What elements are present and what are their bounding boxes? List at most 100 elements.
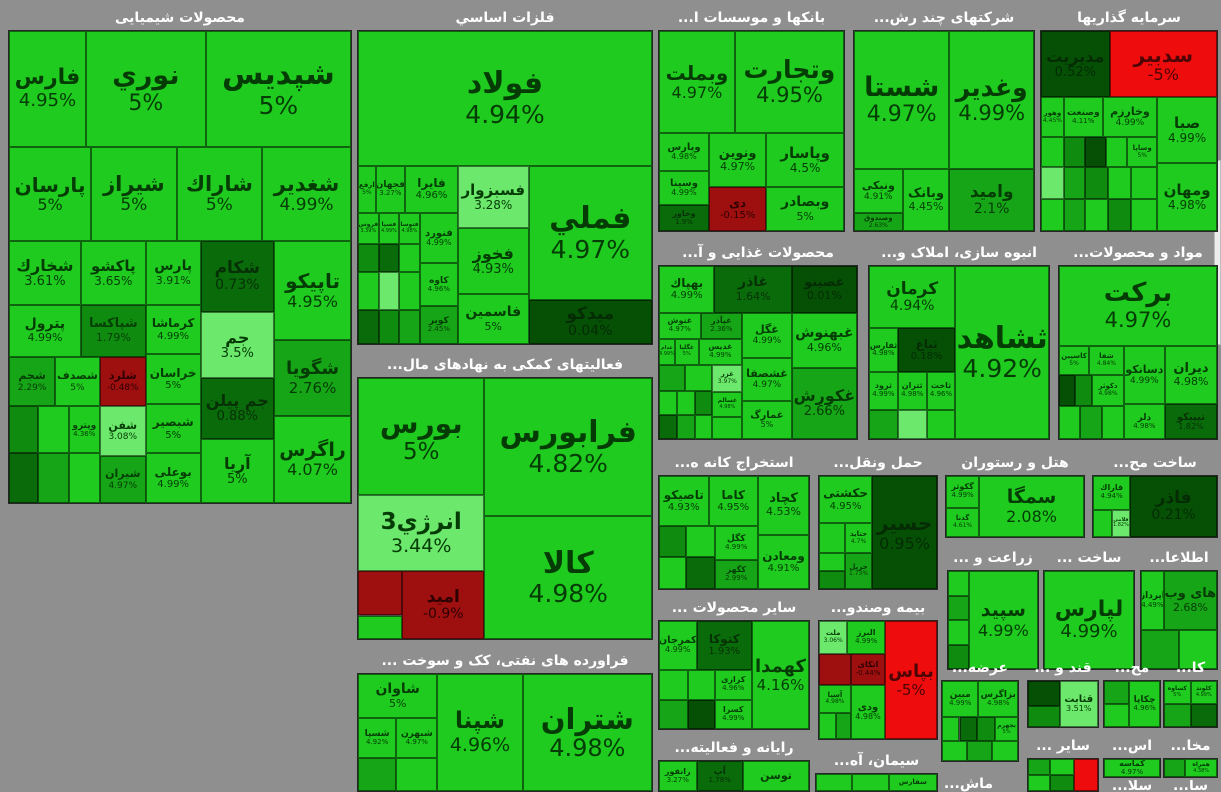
stock-tile[interactable] bbox=[835, 713, 851, 739]
stock-tile-کالا[interactable]: کالا 4.98% bbox=[484, 516, 652, 639]
stock-tile-غمارگ[interactable]: غمارگ 5% bbox=[742, 400, 792, 439]
stock-tile-پارسان[interactable]: پارسان 5% bbox=[9, 146, 92, 242]
stock-tile-انرژي3[interactable]: انرژي3 3.44% bbox=[358, 495, 485, 572]
stock-tile-فسبزوار[interactable]: فسبزوار 3.28% bbox=[457, 165, 529, 229]
stock-tile-کگهر[interactable]: کگهر 2.99% bbox=[714, 559, 758, 589]
stock-tile[interactable] bbox=[1190, 704, 1217, 727]
stock-tile-امید[interactable]: امید -0.9% bbox=[402, 571, 485, 639]
stock-tile-شستا[interactable]: شستا 4.97% bbox=[854, 31, 950, 169]
stock-tile[interactable] bbox=[358, 272, 379, 310]
stock-tile[interactable] bbox=[1063, 137, 1085, 167]
stock-tile-وبانک[interactable]: وبانک 4.45% bbox=[902, 169, 950, 231]
stock-tile-اتکای[interactable]: اتکای -0.44% bbox=[850, 654, 886, 685]
stock-tile[interactable] bbox=[686, 557, 715, 589]
stock-tile-وبصادر[interactable]: وبصادر 5% bbox=[766, 187, 844, 231]
stock-tile-فرابورس[interactable]: فرابورس 4.82% bbox=[484, 378, 652, 517]
stock-tile[interactable] bbox=[1107, 167, 1131, 199]
stock-tile[interactable] bbox=[358, 615, 403, 639]
stock-tile-کرازی[interactable]: کرازی 4.96% bbox=[714, 669, 752, 700]
stock-tile-تاپیکو[interactable]: تاپیکو 4.95% bbox=[274, 241, 351, 341]
stock-tile-برکت[interactable]: برکت 4.97% bbox=[1059, 266, 1217, 346]
stock-tile-بوعلی[interactable]: بوعلی 4.99% bbox=[145, 453, 201, 503]
stock-tile-پترول[interactable]: پترول 4.99% bbox=[9, 304, 81, 357]
stock-tile-شپنا[interactable]: شپنا 4.96% bbox=[437, 674, 523, 791]
stock-tile-وغدیر[interactable]: وغدیر 4.99% bbox=[949, 31, 1034, 169]
stock-tile-ثشاهد[interactable]: ثشاهد 4.92% bbox=[955, 266, 1049, 439]
stock-tile-فخوز[interactable]: فخوز 4.93% bbox=[457, 228, 529, 294]
stock-tile-ثباغ[interactable]: ثباغ 0.18% bbox=[897, 328, 956, 372]
stock-tile-ثاخت[interactable]: ثاخت 4.96% bbox=[926, 371, 956, 410]
stock-tile[interactable] bbox=[1074, 374, 1093, 407]
stock-tile[interactable] bbox=[676, 414, 695, 439]
stock-tile-ومعادن[interactable]: ومعادن 4.91% bbox=[758, 534, 809, 589]
stock-tile[interactable] bbox=[9, 453, 39, 503]
stock-tile[interactable] bbox=[897, 409, 927, 439]
stock-tile[interactable] bbox=[68, 453, 100, 503]
stock-tile[interactable] bbox=[819, 552, 845, 571]
stock-tile-کلوند[interactable]: کلوند 4.99% bbox=[1190, 681, 1217, 704]
stock-tile[interactable] bbox=[819, 523, 845, 553]
stock-tile[interactable] bbox=[676, 390, 695, 415]
stock-tile[interactable] bbox=[1028, 759, 1051, 775]
stock-tile-اپرداز[interactable]: اپرداز 4.49% bbox=[1141, 571, 1164, 630]
stock-tile-سدبیر[interactable]: سدبیر -5% bbox=[1109, 31, 1217, 97]
stock-tile-وبملت[interactable]: وبملت 4.97% bbox=[659, 31, 735, 133]
stock-tile[interactable] bbox=[948, 644, 969, 669]
stock-tile[interactable] bbox=[1104, 681, 1130, 704]
stock-tile[interactable] bbox=[1085, 199, 1108, 231]
stock-tile-فروس[interactable]: فروس 3.39% bbox=[358, 212, 379, 244]
stock-tile-شجم[interactable]: شجم 2.29% bbox=[9, 356, 56, 407]
stock-tile[interactable] bbox=[948, 571, 969, 596]
stock-tile-شاراك[interactable]: شاراك 5% bbox=[176, 146, 263, 242]
stock-tile-فارس[interactable]: فارس 4.95% bbox=[9, 31, 86, 147]
stock-tile-گکوثر[interactable]: گکوثر 4.99% bbox=[946, 476, 980, 508]
stock-tile[interactable] bbox=[687, 699, 715, 729]
stock-tile-حکشتی[interactable]: حکشتی 4.95% bbox=[819, 476, 873, 524]
stock-tile-فجهان[interactable]: فجهان 3.27% bbox=[375, 165, 406, 213]
stock-tile-تاصیکو[interactable]: تاصیکو 4.93% bbox=[659, 476, 709, 526]
stock-tile[interactable] bbox=[819, 570, 845, 589]
stock-tile-غصینو[interactable]: غصینو 0.01% bbox=[791, 266, 857, 313]
stock-tile[interactable] bbox=[694, 390, 713, 415]
stock-tile-چکاپا[interactable]: چکاپا 4.96% bbox=[1129, 681, 1160, 727]
stock-tile-کاسپین[interactable]: کاسپین 5% bbox=[1059, 345, 1090, 375]
stock-tile[interactable] bbox=[942, 741, 968, 761]
stock-tile-سمگا[interactable]: سمگا 2.08% bbox=[979, 476, 1084, 537]
stock-tile-تیپیکو[interactable]: تیپیکو 1.82% bbox=[1164, 404, 1217, 439]
stock-tile-دسانکو[interactable]: دسانکو 4.99% bbox=[1123, 345, 1165, 405]
stock-tile-وپاسار[interactable]: وپاسار 4.5% bbox=[766, 133, 844, 187]
stock-tile[interactable] bbox=[1101, 406, 1124, 439]
stock-tile[interactable] bbox=[358, 243, 379, 272]
stock-tile[interactable] bbox=[9, 406, 39, 454]
stock-tile-شکام[interactable]: شکام 0.73% bbox=[200, 241, 275, 312]
stock-tile-وصنعت[interactable]: وصنعت 4.11% bbox=[1063, 97, 1103, 137]
stock-tile-کگل[interactable]: کگل 4.99% bbox=[714, 525, 758, 560]
stock-tile[interactable] bbox=[358, 571, 403, 616]
stock-tile-فملي[interactable]: فملي 4.97% bbox=[528, 165, 652, 301]
stock-tile-شفن[interactable]: شفن 3.08% bbox=[99, 406, 146, 456]
stock-tile[interactable] bbox=[869, 409, 898, 439]
stock-tile-ثرود[interactable]: ثرود 4.99% bbox=[869, 371, 898, 410]
stock-tile-ثتران[interactable]: ثتران 4.98% bbox=[897, 371, 927, 410]
stock-tile[interactable] bbox=[396, 758, 438, 791]
stock-tile-وهور[interactable]: وهور 4.45% bbox=[1041, 97, 1064, 137]
stock-tile[interactable] bbox=[1085, 137, 1107, 167]
stock-tile-غشصفا[interactable]: غشصفا 4.97% bbox=[742, 357, 792, 401]
stock-tile-کرمان[interactable]: کرمان 4.94% bbox=[869, 266, 956, 329]
stock-tile-سفارس[interactable]: سفارس bbox=[888, 774, 937, 791]
stock-tile-بپاس[interactable]: بپاس -5% bbox=[885, 621, 937, 739]
stock-tile-نوري[interactable]: نوري 5% bbox=[85, 31, 206, 147]
stock-tile[interactable] bbox=[1028, 706, 1060, 727]
stock-tile[interactable] bbox=[926, 409, 956, 439]
stock-tile-پاکشو[interactable]: پاکشو 3.65% bbox=[80, 241, 146, 305]
stock-tile-وصندوق[interactable]: وصندوق 2.63% bbox=[854, 213, 903, 231]
stock-tile-بهپاك[interactable]: بهپاك 4.99% bbox=[659, 266, 715, 313]
stock-tile-ودی[interactable]: ودی 4.98% bbox=[850, 684, 886, 739]
stock-tile[interactable] bbox=[942, 717, 960, 741]
stock-tile-پارس[interactable]: پارس 3.91% bbox=[145, 241, 201, 305]
stock-tile-وپترو[interactable]: وپترو 4.36% bbox=[68, 406, 100, 454]
stock-tile-غگلپا[interactable]: غگلپا 5% bbox=[674, 338, 699, 365]
stock-tile-آسیا[interactable]: آسیا 4.98% bbox=[819, 684, 851, 714]
stock-tile-مبین[interactable]: مبین 4.99% bbox=[942, 681, 979, 717]
stock-tile-توسن[interactable]: توسن bbox=[743, 761, 809, 791]
